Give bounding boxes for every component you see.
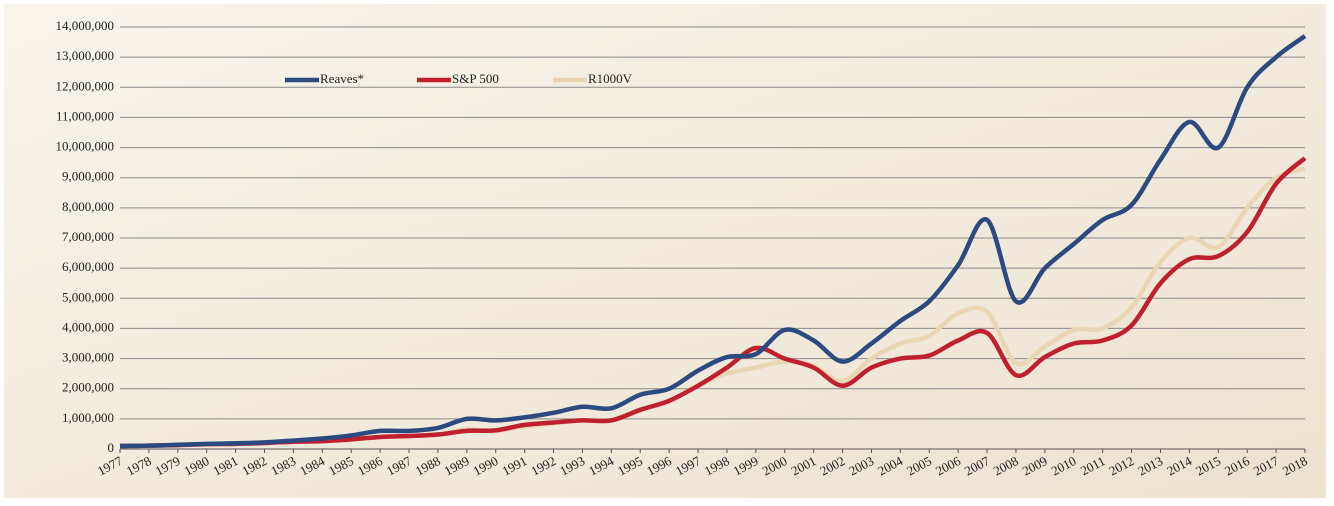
y-tick-label: 2,000,000	[62, 380, 114, 395]
y-tick-label: 6,000,000	[62, 259, 114, 274]
y-tick-label: 13,000,000	[56, 48, 115, 63]
y-tick-label: 3,000,000	[62, 350, 114, 365]
y-tick-label: 4,000,000	[62, 319, 114, 334]
y-tick-label: 10,000,000	[56, 139, 115, 154]
chart-background	[4, 4, 1326, 498]
y-tick-label: 0	[108, 440, 115, 455]
legend-label: Reaves*	[320, 71, 364, 86]
y-tick-label: 8,000,000	[62, 199, 114, 214]
line-series	[119, 34, 1307, 449]
legend-label: S&P 500	[452, 71, 499, 86]
legend-label: R1000V	[588, 71, 633, 86]
y-tick-label: 7,000,000	[62, 229, 114, 244]
y-tick-label: 14,000,000	[56, 18, 115, 33]
y-tick-label: 11,000,000	[56, 108, 114, 123]
line-series	[119, 156, 1307, 449]
y-tick-label: 12,000,000	[56, 78, 115, 93]
y-tick-label: 5,000,000	[62, 289, 114, 304]
y-tick-label: 9,000,000	[62, 169, 114, 184]
y-tick-label: 1,000,000	[62, 410, 114, 425]
